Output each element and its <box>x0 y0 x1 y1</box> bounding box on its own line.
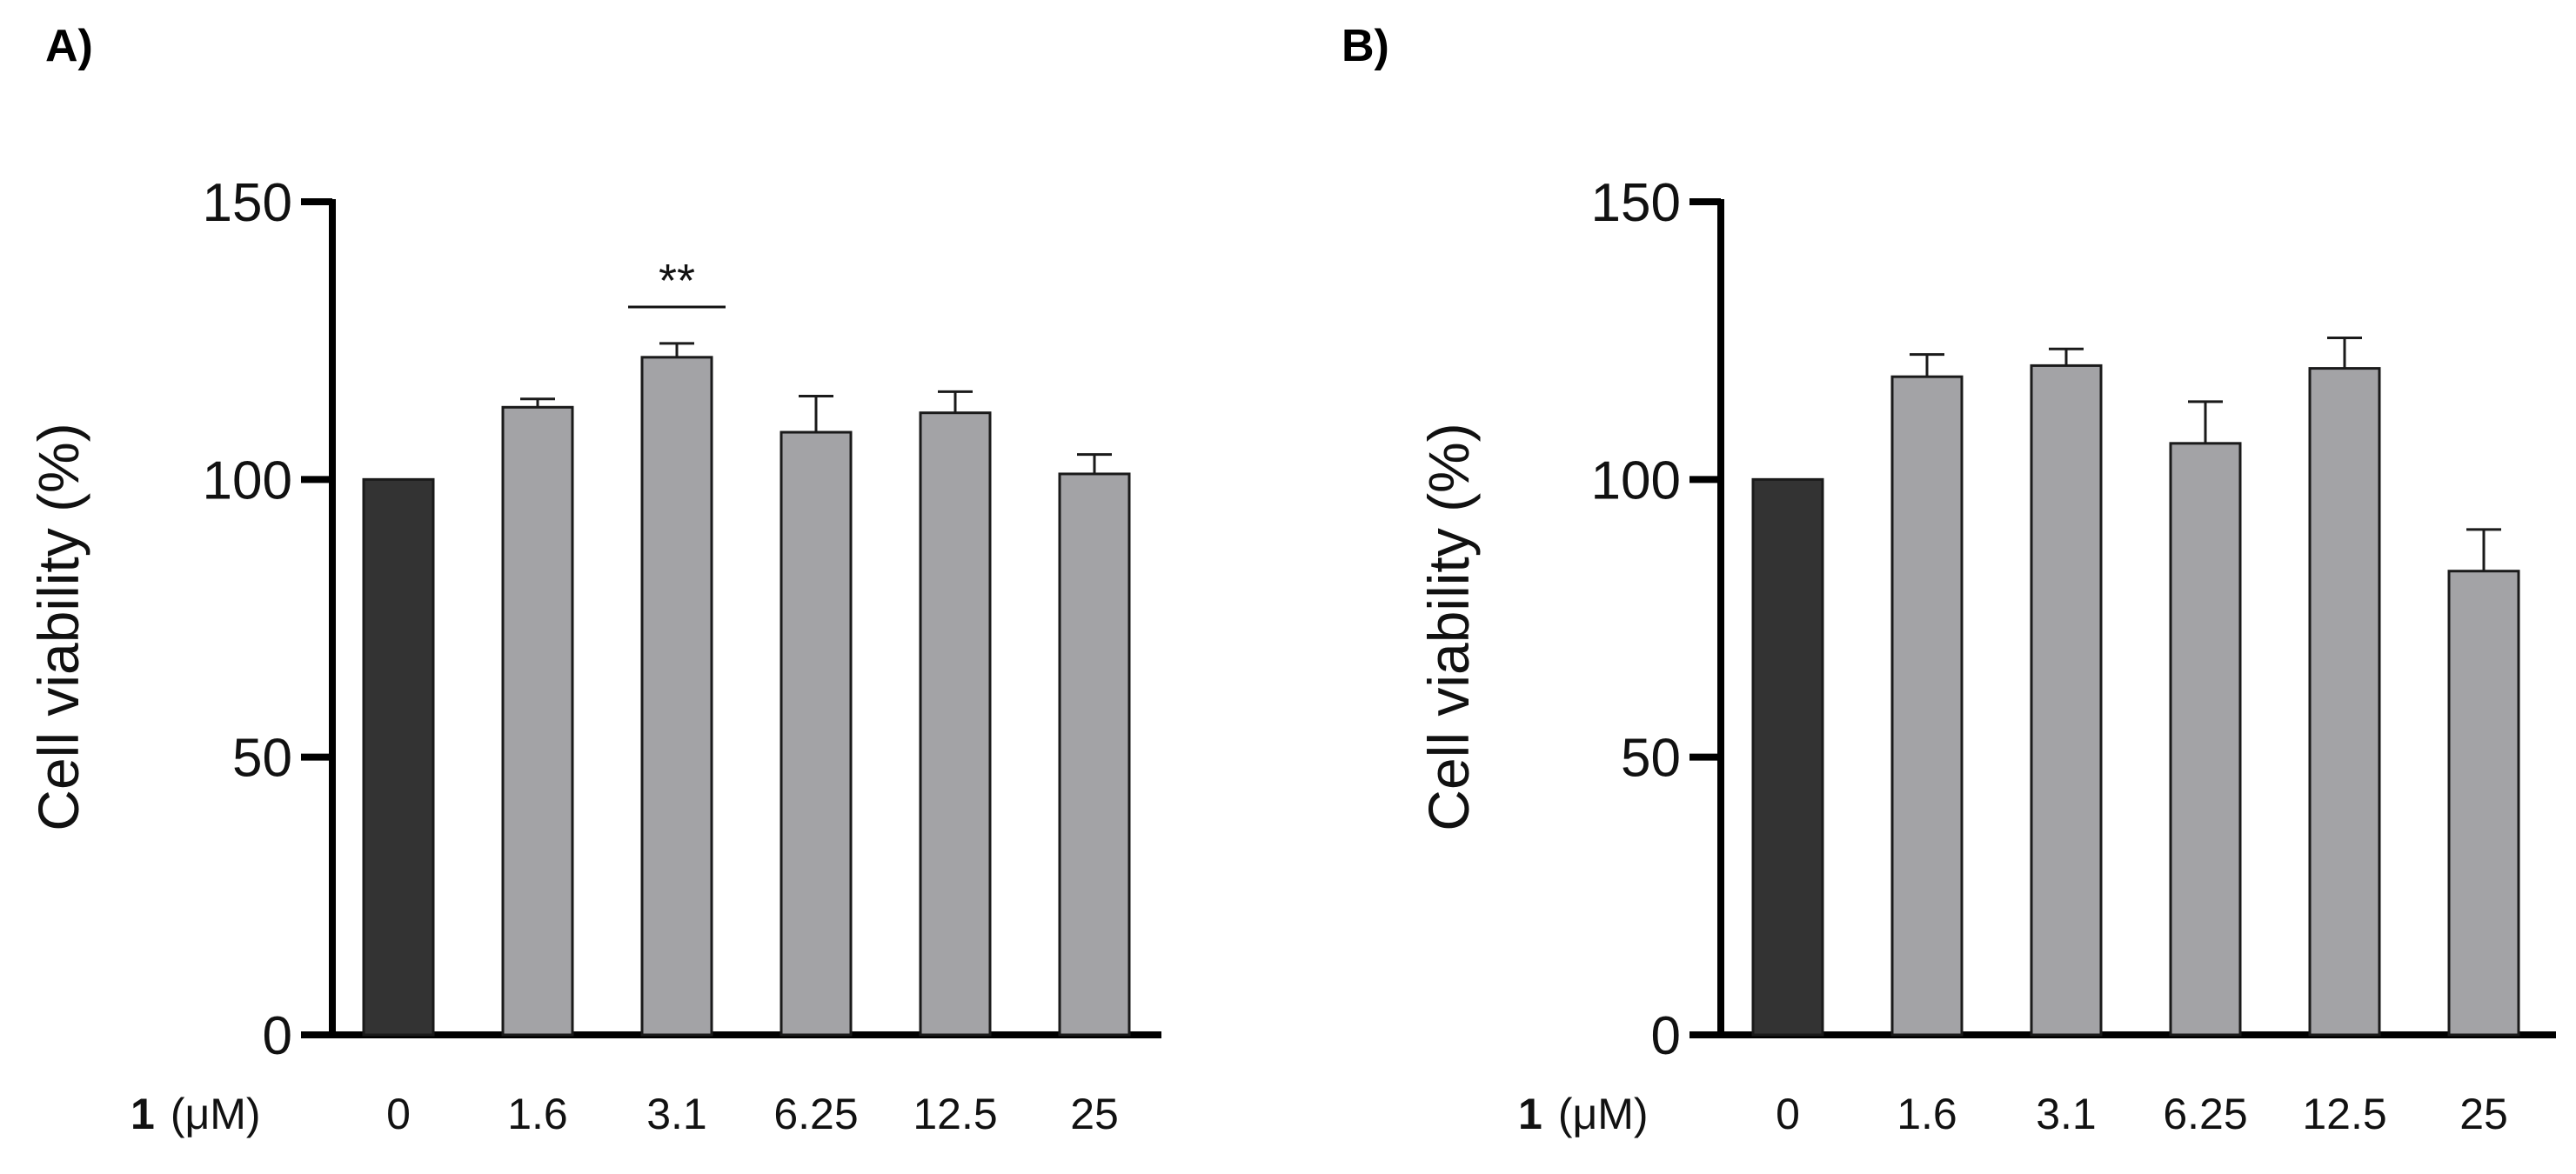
bar <box>2169 442 2242 1037</box>
y-axis-title: Cell viability (%) <box>1416 423 1481 830</box>
x-tick-label: 0 <box>386 1090 411 1138</box>
y-tick-label: 150 <box>203 173 292 233</box>
x-axis-title: 1 (μM) <box>130 1090 261 1138</box>
x-axis-title-unit: (μM) <box>1558 1090 1649 1138</box>
x-tick-label: 1.6 <box>507 1090 568 1138</box>
bar <box>1751 477 1824 1037</box>
x-tick-label: 3.1 <box>2036 1090 2097 1138</box>
y-tick-label: 50 <box>1621 729 1681 789</box>
bar <box>2447 570 2520 1037</box>
bar <box>919 411 992 1037</box>
x-axis-title-compound: 1 <box>130 1090 155 1138</box>
panel-b: B) 0 50 100 150 Cell viability (%) 0 1.6 3.1 6.25… <box>1342 21 2556 1138</box>
bar <box>1890 375 1964 1037</box>
x-axis-title-compound: 1 <box>1518 1090 1542 1138</box>
x-tick-label: 6.25 <box>2163 1090 2247 1138</box>
bar <box>2030 364 2103 1037</box>
y-tick-label: 100 <box>1591 450 1681 510</box>
x-axis-title: 1 (μM) <box>1518 1090 1649 1138</box>
y-tick-label: 0 <box>1651 1006 1681 1066</box>
x-tick-label: 12.5 <box>2302 1090 2386 1138</box>
panel-label: B) <box>1342 21 1389 71</box>
y-tick-label: 0 <box>263 1006 292 1066</box>
x-tick-label: 1.6 <box>1897 1090 1957 1138</box>
bar <box>779 430 853 1037</box>
significance-label: ** <box>659 255 695 307</box>
y-tick-label: 150 <box>1591 173 1681 233</box>
bar <box>501 405 574 1037</box>
y-axis-title: Cell viability (%) <box>26 423 90 830</box>
bar <box>362 477 435 1037</box>
x-axis-title-unit: (μM) <box>171 1090 261 1138</box>
x-tick-label: 3.1 <box>646 1090 707 1138</box>
x-tick-label: 12.5 <box>913 1090 997 1138</box>
bar <box>1058 472 1131 1037</box>
y-tick-label: 50 <box>232 729 292 789</box>
x-tick-label: 6.25 <box>773 1090 858 1138</box>
bar <box>2308 367 2381 1037</box>
x-tick-label: 0 <box>1776 1090 1800 1138</box>
panel-a: A) 0 50 100 150 Cell viability (%) 0 1.6 3.1 6.25… <box>26 21 1161 1138</box>
panel-label: A) <box>45 21 93 71</box>
x-tick-label: 25 <box>1070 1090 1119 1138</box>
y-tick-label: 100 <box>203 450 292 510</box>
bar <box>640 356 713 1037</box>
x-tick-label: 25 <box>2459 1090 2508 1138</box>
